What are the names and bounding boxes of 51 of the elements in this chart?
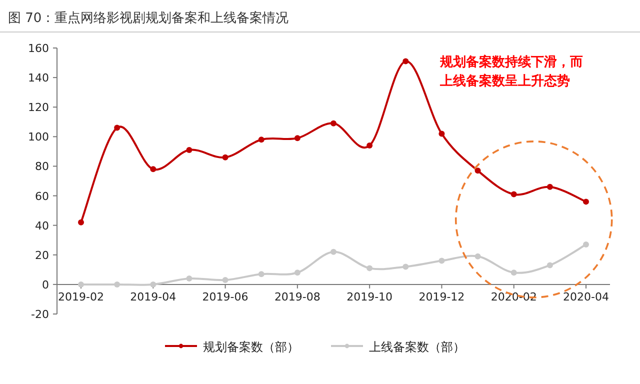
legend-label: 上线备案数（部） [369, 340, 465, 354]
point [330, 120, 336, 126]
y-tick-label: 40 [35, 219, 49, 232]
point [510, 270, 517, 276]
point [114, 281, 120, 288]
point [366, 142, 373, 149]
point [258, 136, 264, 143]
x-tick-label: 2019-04 [130, 290, 176, 304]
y-tick-label: 80 [35, 160, 49, 174]
y-tick-label: -20 [31, 308, 49, 321]
point [330, 248, 336, 255]
point [510, 191, 517, 198]
point [474, 253, 481, 260]
point [258, 271, 264, 278]
point [78, 281, 84, 288]
y-tick-label: 100 [28, 130, 49, 144]
x-tick-label: 2019-02 [58, 290, 104, 304]
chart-title: 图 70：重点网络影视剧规划备案和上线备案情况 [8, 10, 289, 26]
x-tick-label: 2019-08 [274, 290, 320, 304]
point [78, 219, 84, 226]
x-tick-label: 2019-10 [346, 290, 393, 304]
point [402, 58, 409, 64]
point [114, 124, 120, 131]
point [186, 146, 192, 153]
point [583, 242, 589, 248]
y-tick-label: 140 [28, 72, 49, 85]
y-tick-label: 20 [35, 248, 49, 262]
point [294, 135, 300, 142]
point [222, 277, 228, 284]
point [474, 168, 481, 174]
y-tick-label: 0 [42, 278, 49, 292]
point [186, 276, 192, 282]
legend-label: 规划备案数（部） [203, 340, 299, 354]
y-tick-label: 120 [28, 101, 49, 114]
y-tick-label: 60 [35, 190, 49, 203]
point [150, 281, 156, 288]
point [438, 258, 445, 264]
point [294, 270, 300, 276]
x-tick-label: 2020-04 [563, 290, 609, 304]
x-tick-label: 2019-12 [418, 290, 465, 304]
point [583, 198, 589, 205]
point [546, 184, 553, 190]
point [150, 166, 156, 172]
point [546, 262, 553, 268]
point [222, 154, 228, 160]
point [366, 265, 373, 272]
annotation: 规划备案数持续下滑，而上线备案数呈上升态势 [439, 54, 583, 89]
x-tick-label: 2019-06 [202, 290, 248, 304]
point [402, 264, 409, 270]
y-tick-label: 160 [28, 42, 49, 55]
point [438, 130, 445, 137]
